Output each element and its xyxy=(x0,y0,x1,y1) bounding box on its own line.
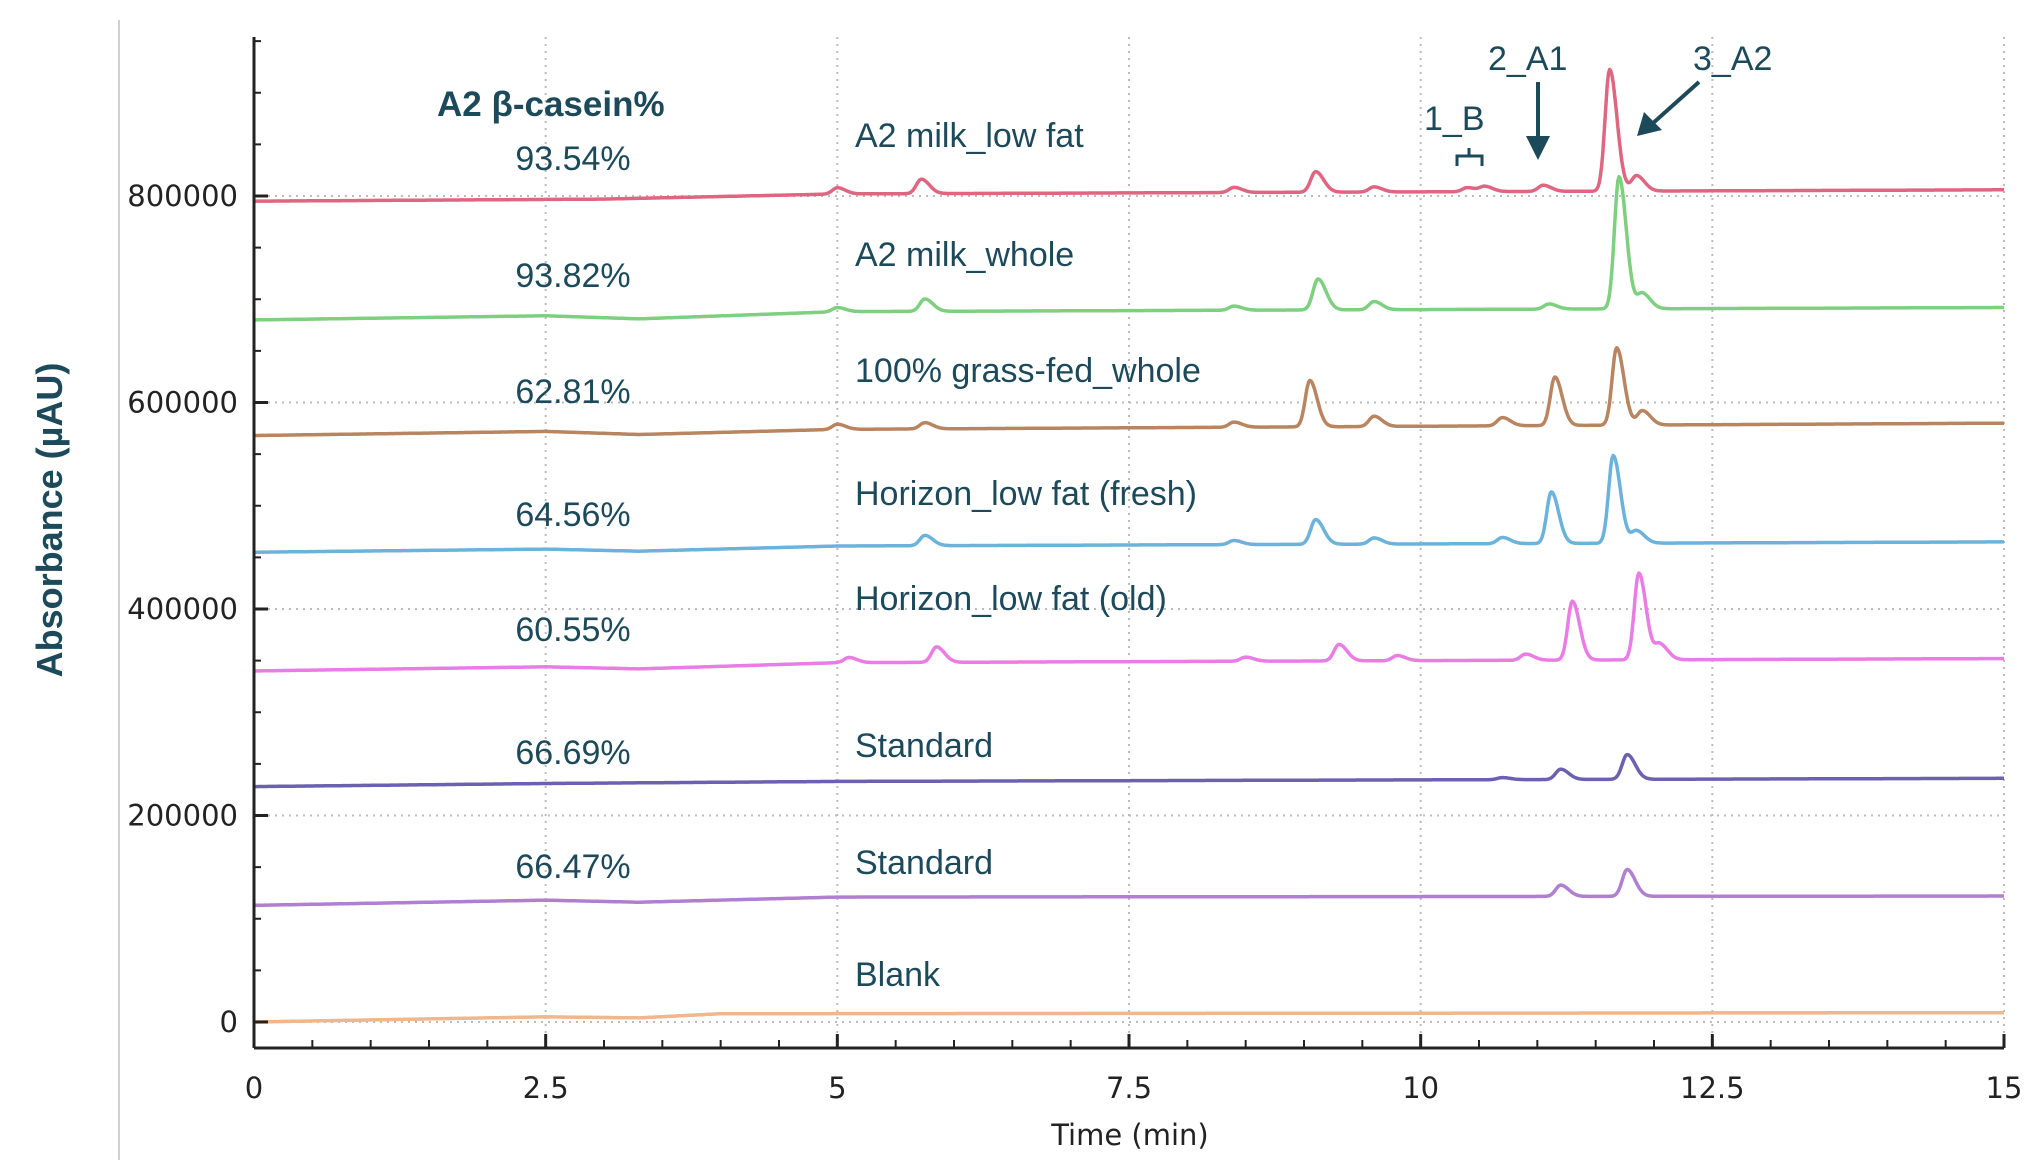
percent-label: 93.54% xyxy=(515,140,630,178)
annotation-3-A2: 3_A2 xyxy=(1693,40,1772,78)
series-label: Standard xyxy=(855,844,993,882)
percent-label: 60.55% xyxy=(515,611,630,649)
peak-annotations: 1_B 2_A1 3_A2 xyxy=(1424,40,1772,166)
trace-line xyxy=(253,174,2005,322)
y-tick-label: 600000 xyxy=(127,386,238,420)
series-label: Blank xyxy=(855,956,941,994)
series-label: 100% grass-fed_whole xyxy=(855,352,1201,390)
x-tick-label: 2.5 xyxy=(523,1071,569,1105)
trace-line xyxy=(253,752,2005,789)
y-tick-label: 0 xyxy=(220,1005,238,1039)
trace-line xyxy=(253,1010,2005,1024)
arrow-2-A1-icon xyxy=(1526,82,1550,160)
x-tick-label: 10 xyxy=(1402,1071,1439,1105)
axes: 0 2.5 5 7.5 10 12.5 15 0 200000 400000 600000 80000… xyxy=(127,37,2022,1105)
trace-line xyxy=(253,453,2005,554)
y-axis-title: Absorbance (µAU) xyxy=(29,363,70,678)
arrow-3-A2-icon xyxy=(1637,80,1701,136)
series-label: Standard xyxy=(855,727,993,765)
percent-header: A2 β-casein% xyxy=(437,85,665,124)
trace-line xyxy=(253,67,2005,203)
bracket-1-B xyxy=(1455,148,1484,166)
x-tick-label: 0 xyxy=(245,1071,263,1105)
percent-label: 66.69% xyxy=(515,734,630,772)
y-tick-label: 400000 xyxy=(127,592,238,626)
x-tick-label: 12.5 xyxy=(1680,1071,1745,1105)
x-tick-label: 5 xyxy=(828,1071,846,1105)
series-label: A2 milk_whole xyxy=(855,236,1074,274)
y-tick-label: 800000 xyxy=(127,179,238,213)
trace-line xyxy=(253,571,2005,673)
series-label: Horizon_low fat (fresh) xyxy=(855,475,1197,513)
annotation-1-B: 1_B xyxy=(1424,100,1485,138)
percent-label: 66.47% xyxy=(515,848,630,886)
grid xyxy=(254,37,2005,1048)
y-tick-label: 200000 xyxy=(127,799,238,833)
trace-line xyxy=(253,867,2005,908)
series-label: A2 milk_low fat xyxy=(855,117,1084,155)
percent-label: 62.81% xyxy=(515,373,630,411)
series-label: Horizon_low fat (old) xyxy=(855,580,1167,618)
trace-line xyxy=(253,346,2005,438)
annotation-2-A1: 2_A1 xyxy=(1488,40,1567,78)
traces xyxy=(253,67,2005,1024)
x-tick-label: 15 xyxy=(1986,1071,2023,1105)
percent-label: 64.56% xyxy=(515,496,630,534)
percent-label: 93.82% xyxy=(515,257,630,295)
x-axis-title: Time (min) xyxy=(1050,1118,1209,1152)
series-labels: A2 milk_low fat 93.54% A2 milk_whole 93.82%… xyxy=(515,117,1201,994)
x-tick-label: 7.5 xyxy=(1106,1071,1152,1105)
